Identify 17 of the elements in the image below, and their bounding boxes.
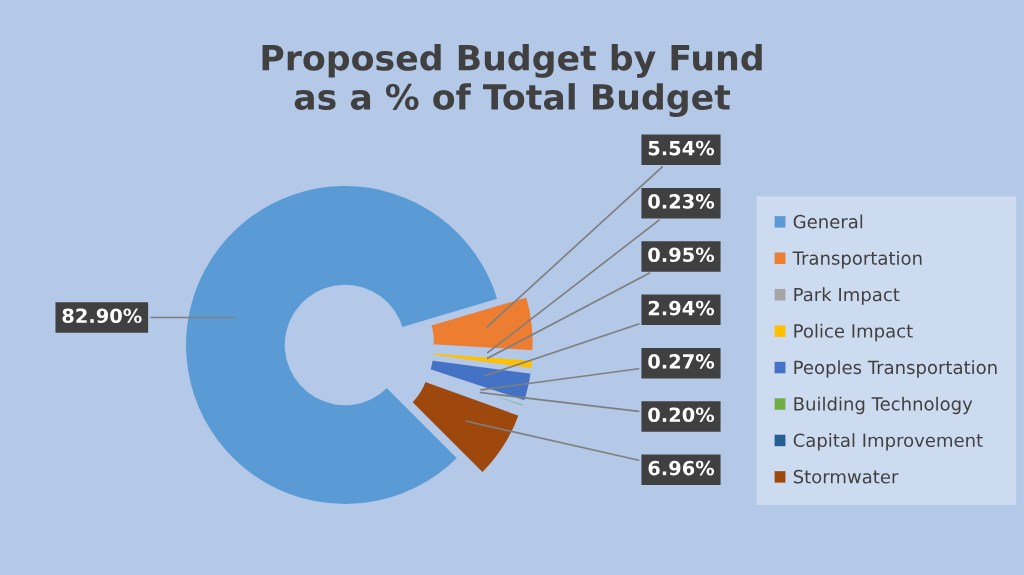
data-label: 2.94% [648, 300, 715, 316]
data-label: 0.27% [648, 354, 715, 369]
legend-label: Peoples Transportation [794, 360, 997, 378]
legend-label: Capital Improvement [793, 433, 983, 451]
legend-label: Stormwater [793, 469, 899, 484]
legend-label: Police Impact [794, 323, 913, 342]
data-label: 5.54% [648, 140, 715, 156]
legend-label: Transportation [792, 250, 922, 269]
legend-label: General [793, 214, 863, 229]
data-label: 82.90% [62, 308, 142, 324]
legend-label: Building Technology [794, 396, 973, 415]
chart-title: Proposed Budget by Fund as a % of Total Budget [262, 43, 762, 118]
data-label: 6.96% [648, 460, 715, 476]
data-label: 0.20% [648, 407, 715, 423]
data-label: 0.95% [648, 247, 715, 263]
data-label: 0.23% [648, 194, 715, 209]
legend-label: Park Impact [794, 287, 900, 305]
